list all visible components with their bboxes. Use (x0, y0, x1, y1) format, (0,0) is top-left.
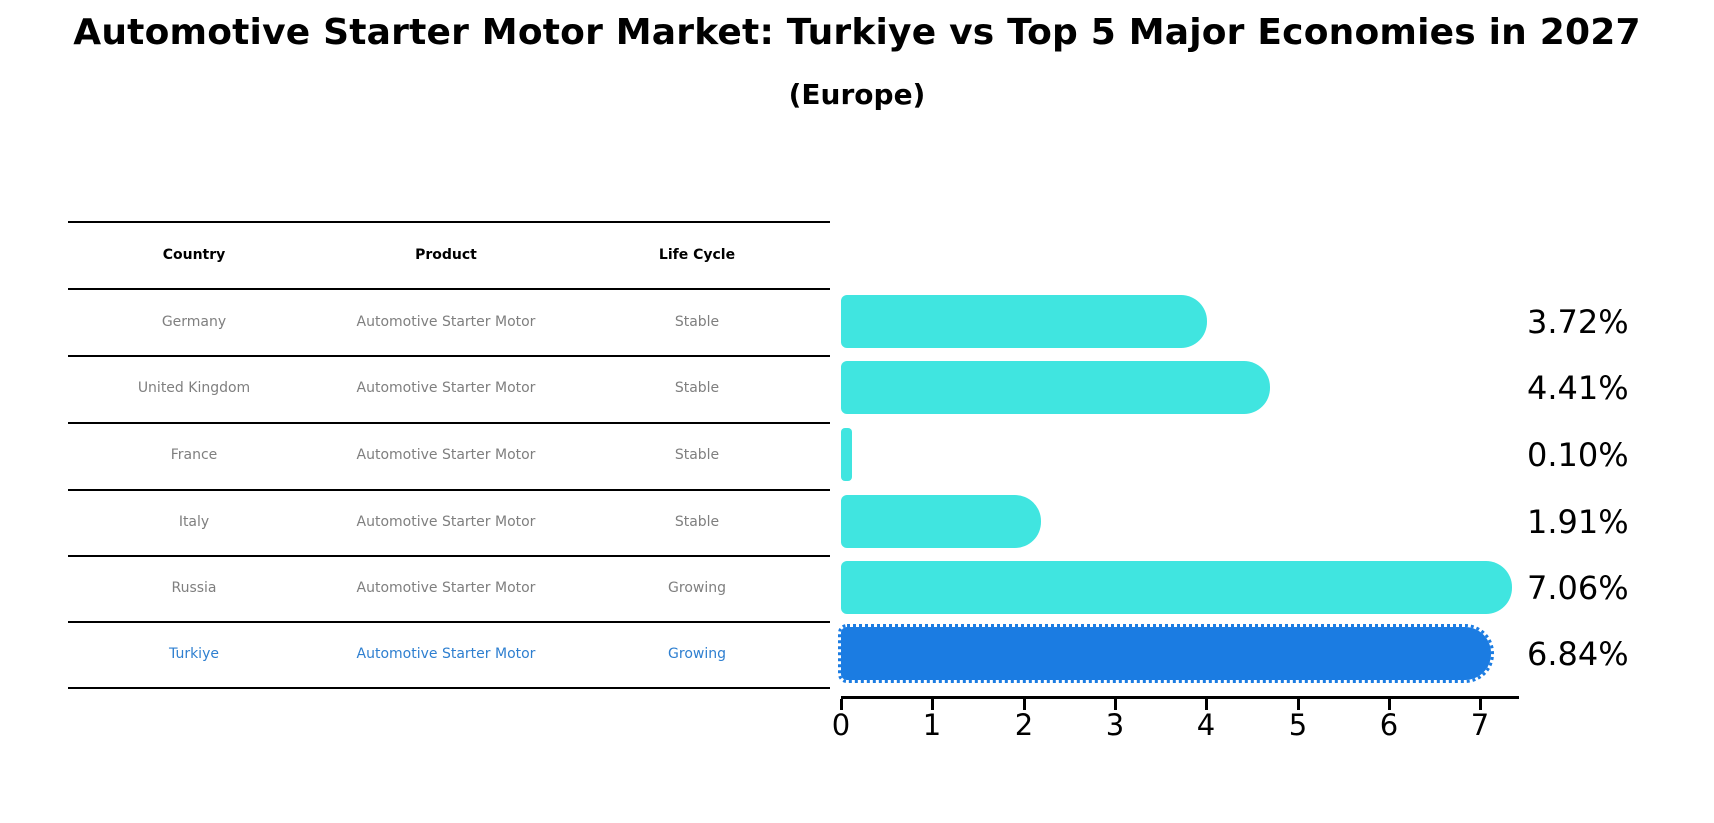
table-header-country: Country (162, 247, 226, 263)
x-tick-label: 5 (1288, 708, 1308, 742)
x-tick-label: 2 (1014, 708, 1034, 742)
table-cell-life-cycle: Stable (674, 380, 720, 396)
x-tick-mark (1479, 699, 1482, 710)
bar-value-label: 3.72% (1527, 303, 1629, 341)
x-axis-line (841, 696, 1519, 699)
x-tick-mark (931, 699, 934, 710)
x-tick-label: 0 (831, 708, 851, 742)
table-cell-product: Automotive Starter Motor (356, 514, 536, 530)
table-divider (68, 489, 830, 491)
bar-turkiye (838, 624, 1494, 683)
bar-value-label: 1.91% (1527, 503, 1629, 541)
table-divider (68, 221, 830, 223)
table-header-life-cycle: Life Cycle (658, 247, 736, 263)
x-tick-mark (1023, 699, 1026, 710)
bar-france (841, 428, 852, 481)
x-tick-mark (1205, 699, 1208, 710)
table-cell-country: Italy (178, 514, 210, 530)
table-cell-life-cycle: Growing (668, 580, 726, 596)
table-divider (68, 621, 830, 623)
x-tick-label: 6 (1379, 708, 1399, 742)
x-tick-mark (840, 699, 843, 710)
table-header-product: Product (415, 247, 477, 263)
bar-value-label: 0.10% (1527, 436, 1629, 474)
table-cell-product: Automotive Starter Motor (356, 580, 536, 596)
table-cell-country: Russia (171, 580, 217, 596)
x-tick-label: 4 (1196, 708, 1216, 742)
x-tick-label: 7 (1470, 708, 1490, 742)
table-divider (68, 422, 830, 424)
table-cell-country: France (170, 447, 218, 463)
bar-united-kingdom (841, 361, 1270, 414)
x-tick-mark (1297, 699, 1300, 710)
table-cell-country: Germany (161, 314, 227, 330)
bar-germany (841, 295, 1207, 348)
x-tick-label: 3 (1105, 708, 1125, 742)
table-divider (68, 355, 830, 357)
bar-value-label: 7.06% (1527, 569, 1629, 607)
table-divider (68, 288, 830, 290)
chart-subtitle: (Europe) (788, 78, 926, 111)
table-cell-life-cycle: Stable (674, 447, 720, 463)
table-cell-product: Automotive Starter Motor (356, 646, 536, 662)
chart-title: Automotive Starter Motor Market: Turkiye… (73, 12, 1641, 53)
x-tick-mark (1114, 699, 1117, 710)
table-divider (68, 687, 830, 689)
x-tick-label: 1 (922, 708, 942, 742)
table-cell-product: Automotive Starter Motor (356, 447, 536, 463)
bar-value-label: 6.84% (1527, 635, 1629, 673)
table-cell-life-cycle: Stable (674, 514, 720, 530)
table-cell-product: Automotive Starter Motor (356, 380, 536, 396)
table-divider (68, 555, 830, 557)
bar-italy (841, 495, 1041, 548)
bar-value-label: 4.41% (1527, 369, 1629, 407)
table-cell-product: Automotive Starter Motor (356, 314, 536, 330)
x-tick-mark (1388, 699, 1391, 710)
table-cell-life-cycle: Stable (674, 314, 720, 330)
bar-russia (841, 561, 1512, 614)
table-cell-life-cycle: Growing (668, 646, 726, 662)
table-cell-country: Turkiye (169, 646, 219, 662)
table-cell-country: United Kingdom (137, 380, 251, 396)
